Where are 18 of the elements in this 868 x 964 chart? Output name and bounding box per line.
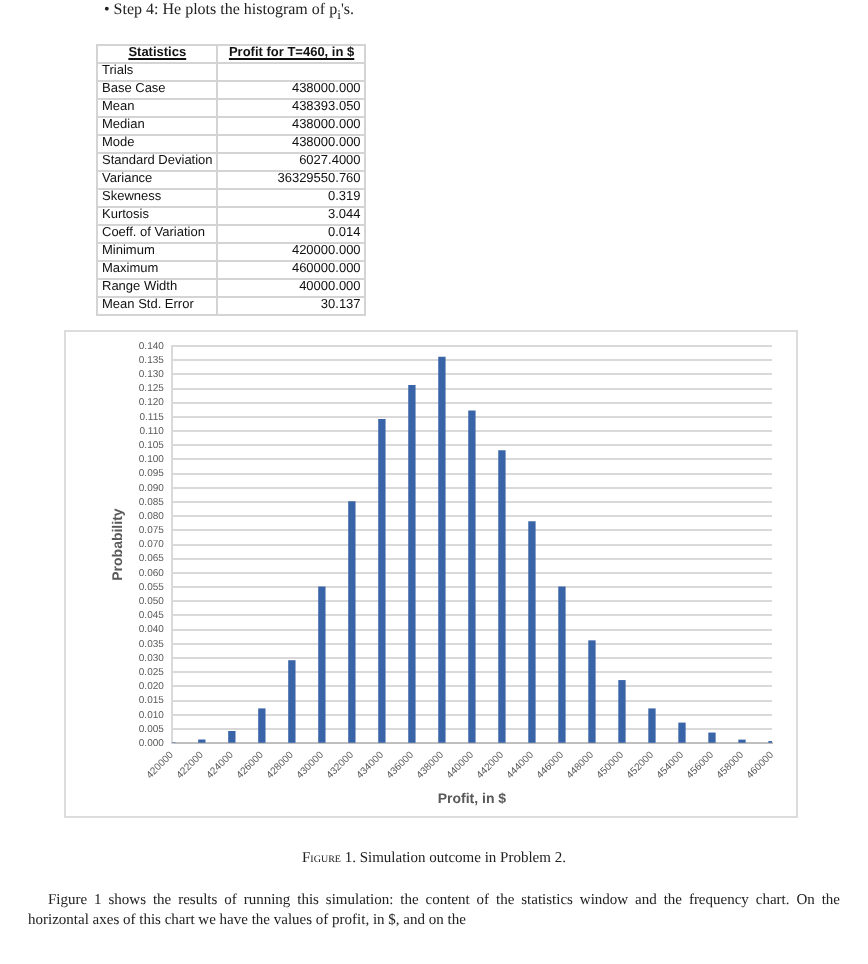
bar — [558, 586, 566, 743]
bar — [528, 521, 536, 743]
bar — [708, 732, 716, 743]
bar — [258, 708, 266, 743]
bar — [228, 731, 236, 743]
bar — [648, 708, 656, 743]
bar — [408, 385, 416, 743]
bar — [288, 660, 296, 743]
text: • Step 4: He plots the histogram of p$_{i}$'s. — [104, 0, 354, 24]
bar — [678, 722, 686, 743]
bar — [348, 501, 356, 743]
bar — [618, 680, 626, 743]
bar — [438, 356, 446, 743]
bar — [378, 419, 386, 743]
bar — [588, 640, 596, 743]
bar — [318, 586, 326, 743]
bar — [468, 410, 476, 743]
bar — [498, 450, 506, 743]
